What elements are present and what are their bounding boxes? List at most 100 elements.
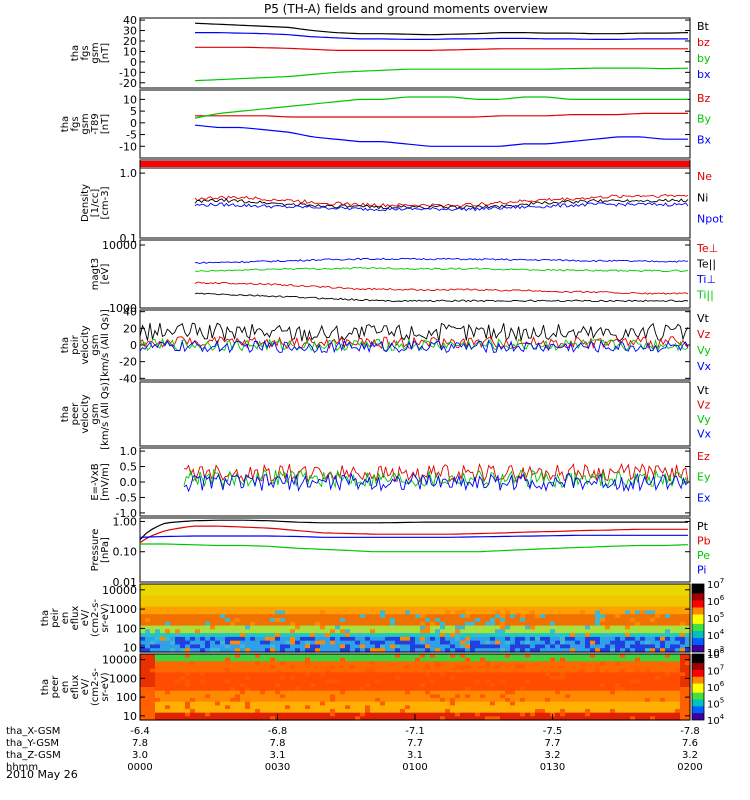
heatmap-cell — [255, 683, 261, 688]
heatmap-cell — [340, 679, 346, 684]
heatmap-cell — [460, 633, 466, 638]
heatmap-cell — [470, 683, 476, 688]
heatmap-cell — [515, 629, 521, 634]
heatmap-cell — [345, 683, 351, 688]
heatmap-cell — [375, 648, 381, 653]
series-line-te — [194, 281, 689, 295]
heatmap-cell — [305, 633, 311, 638]
heatmap-cell — [315, 648, 321, 653]
y-tick-label: 10000 — [102, 654, 137, 667]
heatmap-cell — [645, 629, 651, 634]
heatmap-cell — [320, 633, 326, 638]
heatmap-cell — [505, 614, 511, 619]
heatmap-cell — [290, 679, 296, 684]
heatmap-cell — [515, 614, 521, 619]
heatmap-cell — [200, 644, 206, 649]
y-axis-label: tha — [60, 337, 71, 353]
heatmap-cell — [415, 683, 421, 688]
heatmap-cell — [235, 654, 241, 659]
heatmap-cell — [255, 606, 261, 612]
heatmap-cell — [610, 610, 616, 615]
heatmap-cell — [635, 640, 641, 646]
heatmap-cell — [200, 606, 206, 612]
heatmap-cell — [230, 599, 236, 604]
heatmap-cell — [220, 587, 226, 593]
heatmap-cell — [630, 716, 636, 721]
heatmap-cell — [225, 621, 231, 627]
heatmap-cell — [410, 683, 416, 688]
heatmap-cell — [595, 644, 601, 649]
y-tick-label: 1000 — [109, 603, 137, 616]
heatmap-cell — [330, 679, 336, 684]
heatmap-cell — [680, 606, 686, 612]
colorbar-segment — [692, 642, 704, 646]
heatmap-cell — [505, 633, 511, 638]
heatmap-cell — [155, 625, 161, 630]
heatmap-cell — [570, 683, 576, 688]
heatmap-cell — [315, 668, 321, 673]
heatmap-cell — [395, 633, 401, 638]
heatmap-cell — [265, 709, 271, 714]
heatmap-cell — [555, 668, 561, 673]
heatmap-cell — [295, 621, 301, 627]
heatmap-cell — [190, 599, 196, 604]
heatmap-cell — [675, 621, 681, 627]
heatmap-cell — [355, 633, 361, 638]
heatmap-cell — [295, 701, 301, 706]
heatmap-cell — [390, 672, 396, 677]
heatmap-cell — [460, 672, 466, 677]
heatmap-cell — [680, 698, 686, 703]
heatmap-cell — [270, 665, 276, 670]
heatmap-cell — [290, 690, 296, 695]
heatmap-cell — [500, 701, 506, 706]
heatmap-cell — [280, 636, 286, 642]
heatmap-cell — [395, 618, 401, 623]
heatmap-cell — [475, 698, 481, 703]
heatmap-cell — [335, 701, 341, 706]
heatmap-cell — [555, 698, 561, 703]
heatmap-cell — [530, 690, 536, 695]
heatmap-cell — [660, 633, 666, 638]
heatmap-cell — [345, 705, 351, 710]
heatmap-cell — [340, 661, 346, 666]
heatmap-cell — [145, 690, 151, 695]
heatmap-cell — [330, 657, 336, 662]
heatmap-cell — [590, 621, 596, 627]
heatmap-cell — [315, 636, 321, 642]
heatmap-cell — [470, 698, 476, 703]
heatmap-cell — [165, 618, 171, 623]
heatmap-cell — [645, 668, 651, 673]
heatmap-cell — [405, 672, 411, 677]
heatmap-cell — [545, 657, 551, 662]
heatmap-cell — [275, 610, 281, 615]
heatmap-cell — [570, 716, 576, 721]
heatmap-cell — [615, 633, 621, 638]
heatmap-cell — [595, 587, 601, 593]
heatmap-cell — [230, 716, 236, 721]
heatmap-cell — [620, 665, 626, 670]
heatmap-cell — [405, 640, 411, 646]
heatmap-cell — [325, 591, 331, 596]
heatmap-cell — [535, 610, 541, 615]
heatmap-cell — [380, 672, 386, 677]
heatmap-cell — [160, 606, 166, 612]
heatmap-cell — [625, 716, 631, 721]
heatmap-cell — [680, 633, 686, 638]
heatmap-cell — [370, 683, 376, 688]
y-tick-label: 1000 — [109, 302, 137, 315]
heatmap-cell — [330, 640, 336, 646]
heatmap-cell — [450, 694, 456, 699]
heatmap-cell — [215, 610, 221, 615]
y-tick-label: 0 — [130, 117, 137, 130]
heatmap-cell — [465, 701, 471, 706]
heatmap-cell — [180, 694, 186, 699]
heatmap-cell — [605, 595, 611, 600]
heatmap-cell — [285, 668, 291, 673]
heatmap-cell — [585, 701, 591, 706]
heatmap-cell — [265, 657, 271, 662]
heatmap-cell — [210, 618, 216, 623]
heatmap-cell — [340, 591, 346, 596]
heatmap-cell — [615, 701, 621, 706]
heatmap-cell — [565, 657, 571, 662]
heatmap-cell — [190, 614, 196, 619]
